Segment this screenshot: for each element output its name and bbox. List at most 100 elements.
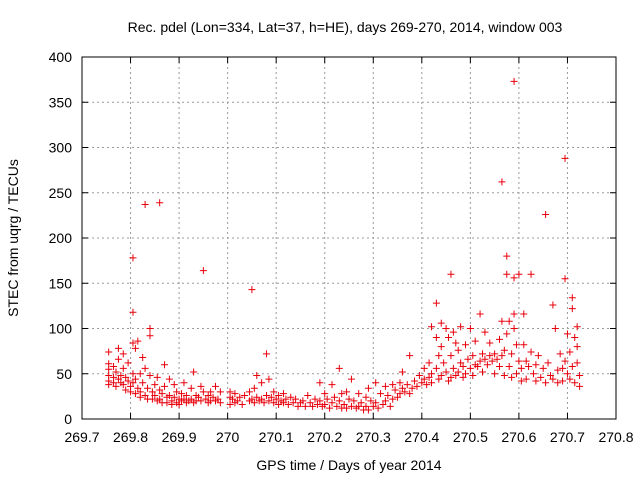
data-point [248,395,256,403]
data-point [428,370,436,378]
data-point [389,395,397,403]
data-point [476,310,484,318]
data-point [466,364,474,372]
data-point [452,372,460,380]
data-point [556,350,564,358]
data-point [313,401,321,409]
data-point [372,399,380,407]
data-point [381,382,389,390]
data-point [343,388,351,396]
data-point [146,372,154,380]
data-point [245,388,253,396]
x-tick-label: 270.8 [598,429,633,445]
data-point [129,339,137,347]
data-point [447,352,455,360]
data-point [156,395,164,403]
data-point [391,386,399,394]
data-point [136,393,144,401]
data-point [253,372,261,380]
data-point [119,350,127,358]
data-point [156,386,164,394]
y-tick-label: 400 [49,49,73,65]
data-point [311,395,319,403]
data-point [474,363,482,371]
data-point [440,359,448,367]
data-point [161,382,169,390]
data-point [110,379,118,387]
data-point [270,388,278,396]
data-point [435,375,443,383]
data-point [512,341,520,349]
x-tick-label: 270.2 [307,429,342,445]
data-point [168,401,176,409]
data-point [447,373,455,381]
data-point [289,399,297,407]
data-point [231,390,239,398]
data-point [445,334,453,342]
data-point [272,395,280,403]
data-point [457,323,465,331]
data-point [522,375,530,383]
data-point [119,364,127,372]
data-point [202,395,210,403]
data-point [503,270,511,278]
data-point [197,397,205,405]
data-point [364,406,372,414]
data-point [110,363,118,371]
data-point [500,346,508,354]
data-point [542,210,550,218]
data-point [464,355,472,363]
data-point [459,363,467,371]
data-points [105,77,584,414]
data-point [141,364,149,372]
data-point [559,364,567,372]
data-point [173,388,181,396]
chart-title: Rec. pdel (Lon=334, Lat=37, h=HE), days … [128,19,563,35]
data-point [442,325,450,332]
data-point [226,401,234,409]
data-point [134,384,142,392]
data-point [571,379,579,387]
data-point [129,379,137,387]
data-point [442,368,450,376]
y-tick-label: 50 [56,366,72,382]
data-point [262,350,270,358]
data-point [571,334,579,342]
data-point [190,368,198,376]
data-point [469,372,477,380]
data-point [576,372,584,380]
data-point [284,401,292,409]
data-point [469,352,477,360]
data-point [122,373,130,381]
data-point [279,399,287,407]
data-point [495,363,503,371]
data-point [532,361,540,369]
data-point [139,379,147,387]
data-point [347,402,355,410]
data-point [549,301,557,309]
data-point [216,388,224,396]
data-point [199,388,207,396]
data-point [148,388,156,396]
y-tick-label: 0 [64,411,72,427]
data-point [542,379,550,387]
data-point [394,393,402,401]
y-tick-label: 100 [49,321,73,337]
data-point [573,323,581,331]
data-point [449,364,457,372]
y-tick-label: 350 [49,94,73,110]
data-point [566,375,574,383]
data-point [105,348,113,356]
x-tick-label: 270.6 [501,429,536,445]
data-point [180,379,188,387]
data-point [532,377,540,385]
y-axis-label: STEC from uqrg / TECUs [5,159,21,317]
data-point [510,310,518,318]
data-point [178,390,186,398]
data-point [197,382,205,390]
data-point [539,364,547,372]
data-point [151,391,159,399]
data-point [568,305,576,313]
data-point [321,390,329,398]
data-point [389,381,397,389]
